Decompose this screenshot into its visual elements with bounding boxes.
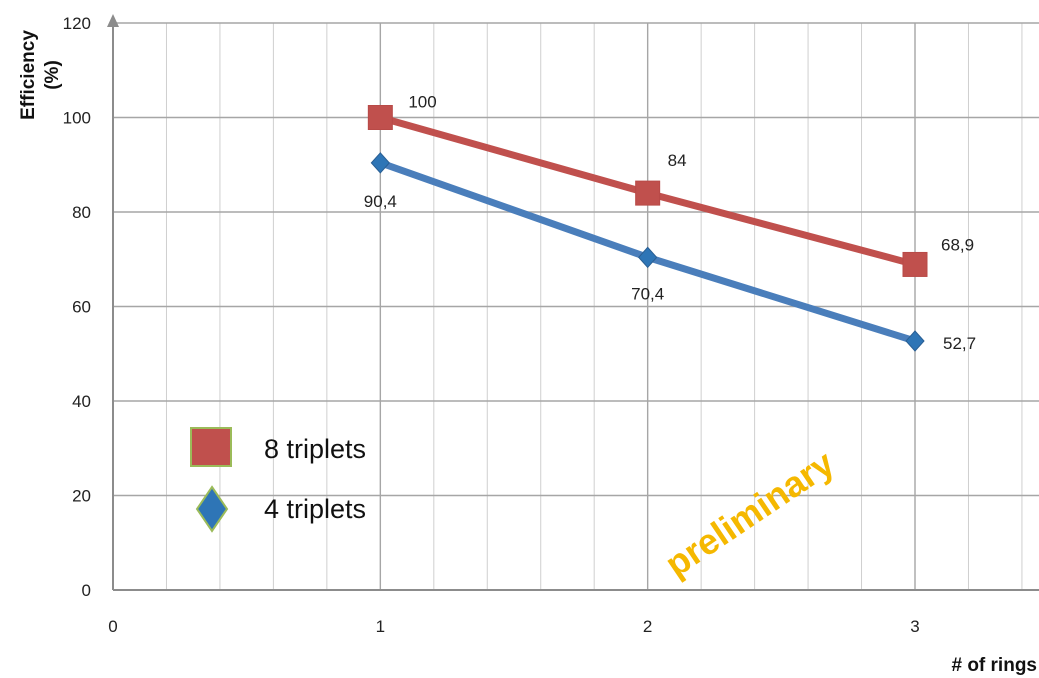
y-axis-title-line1: Efficiency — [18, 30, 39, 120]
legend-marker-8-triplets — [190, 427, 232, 467]
y-axis-arrow — [107, 14, 119, 27]
grid-lines — [113, 22, 1039, 590]
legend-label-8-triplets: 8 triplets — [264, 434, 366, 464]
y-tick-label: 120 — [63, 14, 91, 33]
data-point-marker — [637, 246, 658, 269]
axes: 0 20 40 60 80 100 120 0 1 2 3 — [63, 14, 1039, 636]
legend-label-4-triplets: 4 triplets — [264, 494, 366, 524]
x-tick-label: 2 — [643, 617, 652, 636]
x-tick-label: 3 — [910, 617, 919, 636]
data-label: 70,4 — [631, 284, 664, 303]
data-point-marker — [367, 105, 393, 130]
data-point-marker — [902, 251, 928, 277]
y-tick-label: 40 — [72, 392, 91, 411]
data-point-marker — [905, 330, 925, 352]
legend-marker-4-triplets — [195, 485, 229, 533]
y-axis-title-line2: (%) — [42, 60, 63, 90]
data-point-marker — [635, 180, 661, 206]
y-tick-label: 100 — [63, 109, 91, 128]
preliminary-watermark: preliminary — [658, 442, 842, 585]
x-axis-title: # of rings — [951, 655, 1037, 676]
series-layer: 100 84 68,9 90,4 70,4 52,7 — [364, 93, 976, 353]
y-tick-label: 0 — [82, 581, 91, 600]
data-label: 52,7 — [943, 334, 976, 353]
data-point-marker — [370, 152, 391, 174]
data-label: 68,9 — [941, 235, 974, 254]
y-tick-label: 20 — [72, 487, 91, 506]
x-tick-label: 0 — [108, 617, 117, 636]
data-label: 100 — [408, 93, 436, 112]
data-label: 90,4 — [364, 192, 397, 211]
y-tick-label: 80 — [72, 203, 91, 222]
legend: 8 triplets 4 triplets — [190, 427, 366, 533]
x-tick-label: 1 — [376, 617, 385, 636]
y-tick-label: 60 — [72, 298, 91, 317]
data-label: 84 — [668, 151, 687, 170]
